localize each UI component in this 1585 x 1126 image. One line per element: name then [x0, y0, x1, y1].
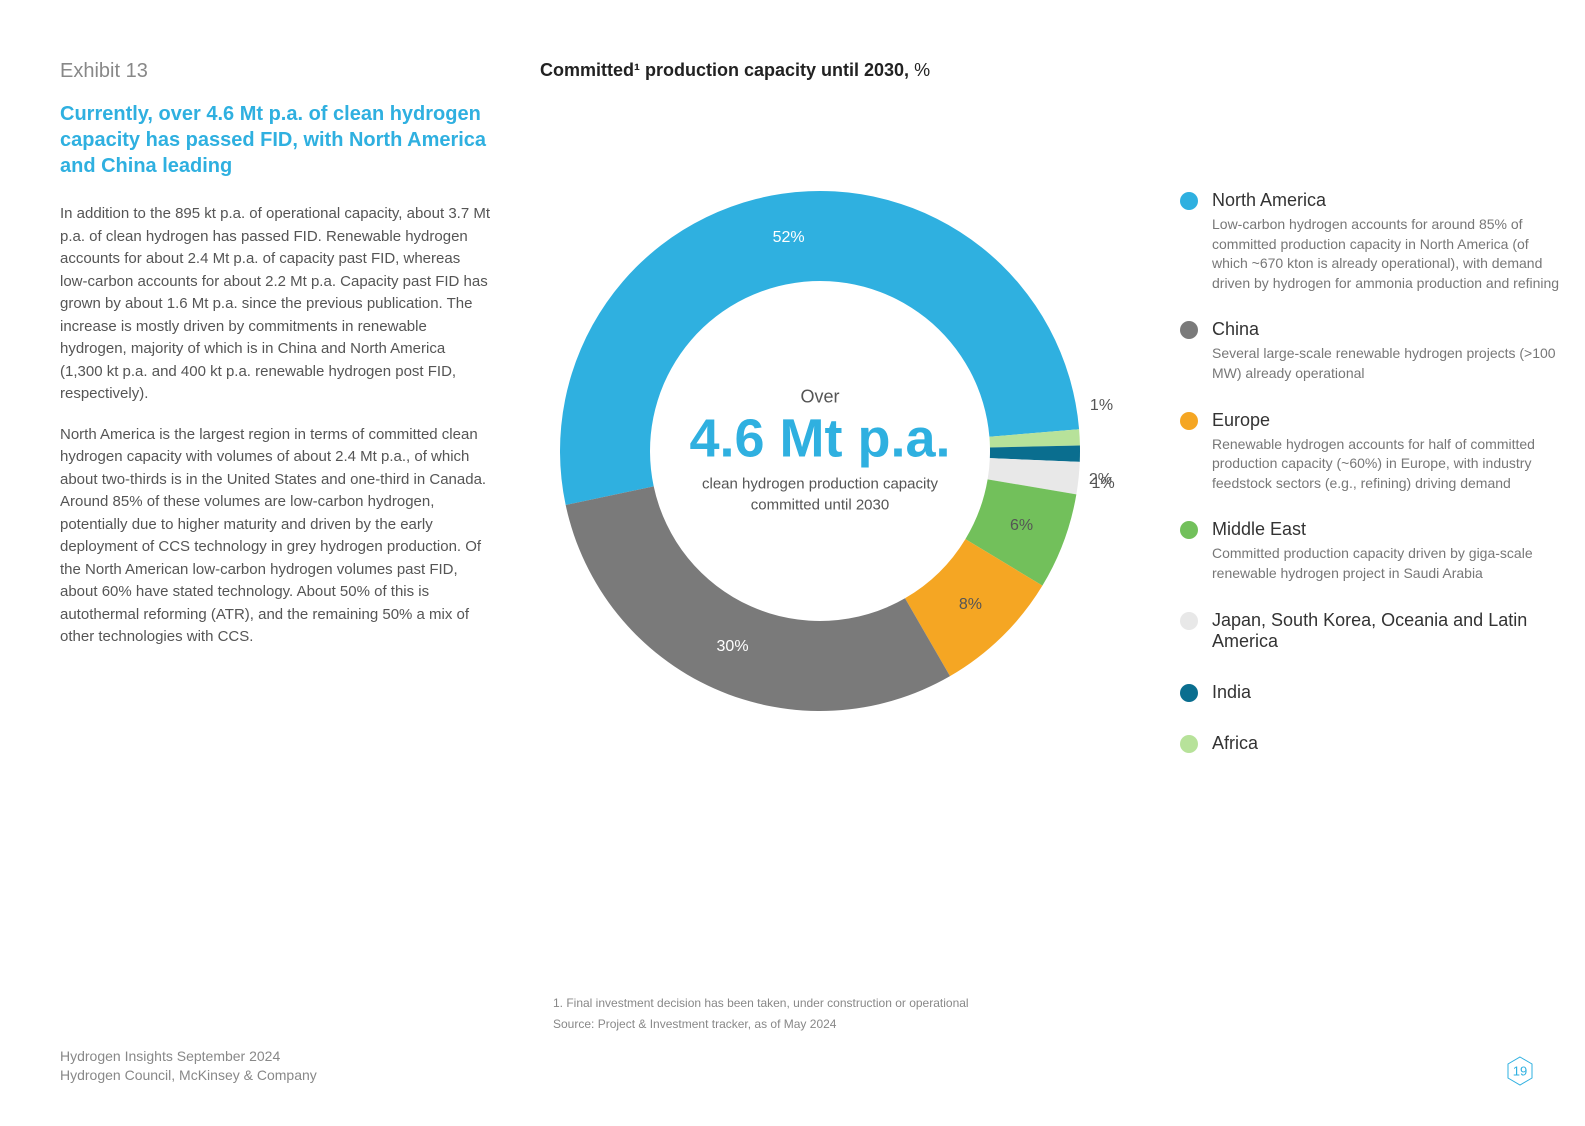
pct-label-africa: 1%	[1090, 397, 1113, 415]
legend-text: North America Low-carbon hydrogen account…	[1212, 190, 1560, 293]
legend-title: Japan, South Korea, Oceania and Latin Am…	[1212, 610, 1560, 652]
donut-center: Over 4.6 Mt p.a. clean hydrogen producti…	[670, 387, 970, 516]
legend-item: India	[1180, 682, 1560, 707]
footer-line-2: Hydrogen Council, McKinsey & Company	[60, 1066, 317, 1086]
legend-column: North America Low-carbon hydrogen account…	[1180, 60, 1560, 784]
pct-label-europe: 8%	[959, 596, 982, 614]
legend-title: India	[1212, 682, 1251, 703]
legend-text: Europe Renewable hydrogen accounts for ha…	[1212, 410, 1560, 494]
source-line: Source: Project & Investment tracker, as…	[553, 1014, 969, 1036]
legend-desc: Committed production capacity driven by …	[1212, 544, 1560, 583]
legend-item: China Several large-scale renewable hydro…	[1180, 319, 1560, 383]
legend-text: India	[1212, 682, 1251, 707]
legend-title: North America	[1212, 190, 1560, 211]
chart-title-main: Committed¹ production capacity until 203…	[540, 60, 909, 80]
legend-dot	[1180, 192, 1198, 210]
legend-text: Japan, South Korea, Oceania and Latin Am…	[1212, 610, 1560, 656]
exhibit-label: Exhibit 13	[60, 60, 490, 83]
legend-desc: Low-carbon hydrogen accounts for around …	[1212, 215, 1560, 293]
legend-item: Middle East Committed production capacity…	[1180, 519, 1560, 583]
donut-chart: Over 4.6 Mt p.a. clean hydrogen producti…	[540, 171, 1100, 731]
legend-dot	[1180, 612, 1198, 630]
center-over-text: Over	[670, 387, 970, 408]
center-big-text: 4.6 Mt p.a.	[670, 410, 970, 469]
legend-text: China Several large-scale renewable hydro…	[1212, 319, 1560, 383]
pct-label-china: 30%	[717, 638, 749, 656]
chart-title: Committed¹ production capacity until 203…	[540, 60, 1130, 81]
page-number-badge: 19	[1505, 1056, 1535, 1086]
body-paragraph-2: North America is the largest region in t…	[60, 424, 490, 649]
pct-label-middle_east: 6%	[1010, 517, 1033, 535]
left-column: Exhibit 13 Currently, over 4.6 Mt p.a. o…	[60, 60, 490, 784]
legend-title: Africa	[1212, 733, 1258, 754]
legend-title: Middle East	[1212, 519, 1560, 540]
headline: Currently, over 4.6 Mt p.a. of clean hyd…	[60, 101, 490, 179]
chart-title-unit: %	[909, 60, 930, 80]
legend-item: Africa	[1180, 733, 1560, 758]
legend-dot	[1180, 735, 1198, 753]
chart-column: Committed¹ production capacity until 203…	[540, 60, 1130, 784]
legend-title: China	[1212, 319, 1560, 340]
legend-title: Europe	[1212, 410, 1560, 431]
pct-label-north_america: 52%	[773, 229, 805, 247]
legend-item: Europe Renewable hydrogen accounts for ha…	[1180, 410, 1560, 494]
columns: Exhibit 13 Currently, over 4.6 Mt p.a. o…	[60, 60, 1525, 784]
legend-dot	[1180, 521, 1198, 539]
legend-text: Africa	[1212, 733, 1258, 758]
footnote-1: 1. Final investment decision has been ta…	[553, 993, 969, 1015]
body-paragraph-1: In addition to the 895 kt p.a. of operat…	[60, 203, 490, 406]
legend-item: Japan, South Korea, Oceania and Latin Am…	[1180, 610, 1560, 656]
page: Exhibit 13 Currently, over 4.6 Mt p.a. o…	[0, 0, 1585, 1126]
legend-desc: Several large-scale renewable hydrogen p…	[1212, 344, 1560, 383]
legend-desc: Renewable hydrogen accounts for half of …	[1212, 435, 1560, 494]
legend-item: North America Low-carbon hydrogen account…	[1180, 190, 1560, 293]
legend-dot	[1180, 412, 1198, 430]
center-sub-text: clean hydrogen production capacity commi…	[670, 475, 970, 516]
page-number: 19	[1513, 1064, 1527, 1079]
footer-left: Hydrogen Insights September 2024 Hydroge…	[60, 1047, 317, 1086]
legend-dot	[1180, 684, 1198, 702]
footnotes: 1. Final investment decision has been ta…	[553, 993, 969, 1036]
footer-line-1: Hydrogen Insights September 2024	[60, 1047, 317, 1067]
legend-dot	[1180, 321, 1198, 339]
donut-slice-china	[566, 486, 950, 711]
legend-text: Middle East Committed production capacity…	[1212, 519, 1560, 583]
pct-label-japan_etc: 2%	[1089, 471, 1112, 489]
